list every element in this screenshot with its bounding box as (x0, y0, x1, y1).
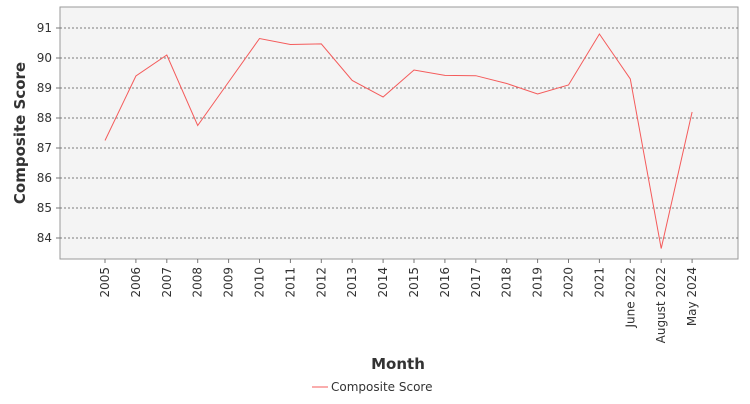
data-point (227, 81, 230, 84)
data-point (536, 93, 539, 96)
data-point (474, 74, 477, 77)
y-tick-label: 87 (37, 141, 52, 155)
series-line (104, 33, 693, 249)
x-tick-label: June 2022 (623, 267, 637, 329)
data-point (104, 139, 107, 142)
data-point (382, 96, 385, 99)
x-tick-label: 2005 (98, 267, 112, 298)
x-tick-label: 2008 (191, 267, 205, 298)
x-tick-label: 2021 (592, 267, 606, 298)
y-tick-label: 86 (37, 171, 52, 185)
x-tick-label: August 2022 (654, 267, 668, 343)
data-point (629, 78, 632, 81)
x-tick-label: 2012 (314, 267, 328, 298)
data-point (413, 69, 416, 72)
data-point (567, 84, 570, 87)
data-point (289, 43, 292, 46)
x-tick-label: 2015 (407, 267, 421, 298)
legend: Composite Score (312, 380, 432, 394)
y-tick-label: 89 (37, 81, 52, 95)
x-tick-label: 2007 (160, 267, 174, 298)
x-tick-label: 2019 (531, 267, 545, 298)
y-tick-label: 88 (37, 111, 52, 125)
x-axis-title: Month (371, 355, 425, 373)
data-point (505, 82, 508, 85)
y-tick-label: 90 (37, 51, 52, 65)
data-point (351, 79, 354, 82)
data-point (598, 33, 601, 36)
x-tick-label: 2009 (222, 267, 236, 298)
data-point (165, 54, 168, 57)
data-point (660, 247, 663, 250)
plot-area (59, 6, 739, 260)
x-tick-label: 2006 (129, 267, 143, 298)
data-point (196, 124, 199, 127)
x-tick-label: 2013 (345, 267, 359, 298)
legend-label: Composite Score (331, 380, 432, 394)
data-point (258, 37, 261, 40)
data-point (443, 74, 446, 77)
data-point (320, 42, 323, 45)
data-point (134, 75, 137, 78)
y-tick-label: 91 (37, 21, 52, 35)
y-tick-label: 84 (37, 231, 52, 245)
x-tick-label: May 2024 (685, 267, 699, 326)
x-tick-label: 2016 (438, 267, 452, 298)
x-tick-label: 2020 (562, 267, 576, 298)
y-axis-title: Composite Score (11, 62, 29, 204)
x-tick-label: 2018 (500, 267, 514, 298)
x-tick-label: 2010 (253, 267, 267, 298)
y-tick-label: 85 (37, 201, 52, 215)
x-tick-label: 2014 (376, 267, 390, 298)
data-point (691, 111, 694, 114)
x-tick-label: 2011 (283, 267, 297, 298)
x-tick-label: 2017 (469, 267, 483, 298)
